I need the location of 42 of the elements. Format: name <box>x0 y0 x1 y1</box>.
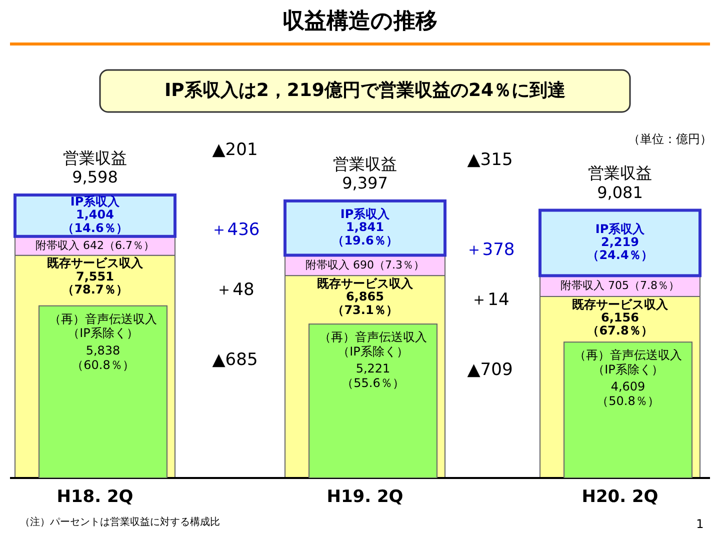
text: 附帯収入 690（7.3％） <box>306 258 424 272</box>
chart-subtitle: IP系収入は2，219億円で営業収益の24％に到達 <box>164 80 566 101</box>
series-label: 既存サービス収入 <box>572 298 669 312</box>
annotation: ＋378 <box>465 240 515 260</box>
data-label: 6,865 （73.1％） <box>332 290 398 318</box>
text: 1 <box>696 517 704 532</box>
data-label: 5,221 （55.6％） <box>342 362 404 390</box>
text: （単位：億円） <box>628 132 712 146</box>
text: 既存サービス収入 <box>317 276 413 291</box>
total-label: 営業収益 9,397 <box>333 154 397 193</box>
text: ▲315 <box>467 150 513 170</box>
text: 附帯収入 705（7.8％） <box>560 279 680 292</box>
data-label: 6,156 （67.8％） <box>587 310 653 338</box>
x-tick-label: H20. 2Q <box>582 486 658 507</box>
annotation: ＋14 <box>470 290 510 310</box>
text: （注）パーセントは営業収益に対する構成比 <box>20 516 220 528</box>
total-label: 営業収益 9,081 <box>588 164 652 202</box>
annotation: ▲685 <box>212 350 258 370</box>
chart-title: 収益構造の推移 <box>282 9 438 34</box>
total-label: 営業収益 9,598 <box>63 148 127 187</box>
annotation: ＋436 <box>210 220 260 240</box>
data-label: 7,551 （78.7％） <box>62 270 128 297</box>
text: IP系収入 <box>340 207 390 222</box>
data-label: 1,841 （19.6％） <box>332 220 398 248</box>
x-tick-label: H19. 2Q <box>326 486 404 507</box>
annotation: ＋48 <box>216 280 254 300</box>
text: IP系収入 <box>595 222 645 236</box>
text: （再）音声伝送収入（IP系除く） <box>574 348 682 377</box>
x-tick-label: H18. 2Q <box>56 486 134 507</box>
data-label: 2,219 （24.4％） <box>587 235 653 262</box>
data-label: 5,838 （60.8％） <box>72 344 134 372</box>
text: （再）音声伝送収入（IP系除く） <box>49 312 157 341</box>
series-label: IP系収入 <box>70 194 121 209</box>
data-label: 1,404 （14.6％） <box>62 208 128 236</box>
text: 既存サービス収入 <box>47 256 143 270</box>
annotation: ▲709 <box>467 360 513 380</box>
series-label: （再）音声伝送収入（IP系除く） <box>319 330 427 359</box>
text: ▲201 <box>212 140 258 160</box>
bar <box>538 208 702 278</box>
bar <box>14 194 176 238</box>
text: 附帯収入 642（6.7％） <box>36 238 154 252</box>
data-label: 4,609 （50.8％） <box>596 380 660 408</box>
